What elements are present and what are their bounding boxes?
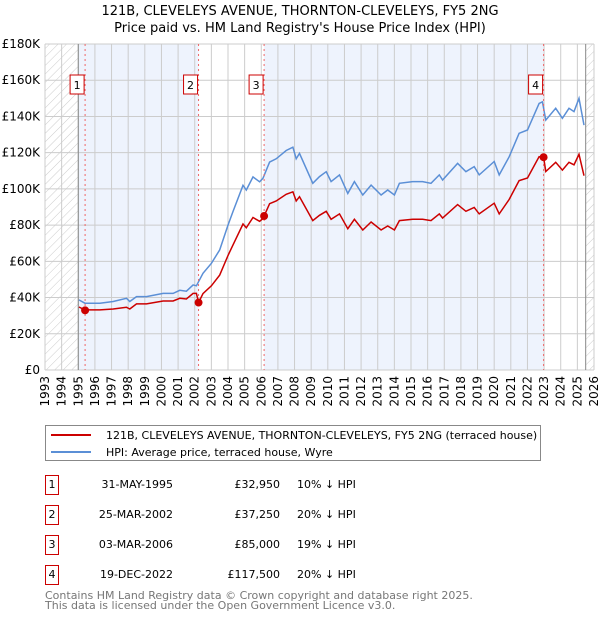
sale-price: £32,950	[234, 478, 281, 491]
sale-marker-number: 3	[253, 79, 260, 92]
x-tick-label: 2003	[204, 376, 218, 407]
x-tick-label: 2010	[321, 376, 335, 407]
x-tick-label: 1996	[88, 376, 102, 407]
no-data-hatch	[585, 44, 594, 370]
sale-hpi-diff: 19% ↓ HPI	[297, 538, 356, 551]
sale-date: 25-MAR-2002	[98, 508, 173, 521]
y-tick-label: £120K	[2, 146, 42, 160]
chart-title: 121B, CLEVELEYS AVENUE, THORNTON-CLEVELE…	[101, 4, 499, 19]
x-tick-label: 2018	[454, 376, 468, 407]
y-tick-label: £180K	[2, 37, 42, 51]
x-tick-label: 2005	[238, 376, 252, 407]
series-line-hpi	[78, 95, 585, 304]
sale-price: £85,000	[234, 538, 281, 551]
x-tick-label: 2021	[504, 376, 518, 407]
x-tick-label: 1999	[138, 376, 152, 407]
footer-line-licence: This data is licensed under the Open Gov…	[45, 599, 396, 612]
x-tick-label: 2001	[171, 376, 185, 407]
x-tick-label: 1995	[71, 376, 85, 407]
x-tick-label: 2013	[371, 376, 385, 407]
sale-date: 31-MAY-1995	[101, 478, 173, 491]
sale-marker-number: 4	[532, 79, 539, 92]
x-tick-label: 2006	[254, 376, 268, 407]
sale-price: £117,500	[227, 568, 281, 581]
sale-row: 1 31-MAY-1995 £32,950 10% ↓ HPI	[45, 475, 485, 495]
x-tick-label: 2002	[188, 376, 202, 407]
sale-row: 4 19-DEC-2022 £117,500 20% ↓ HPI	[45, 565, 485, 585]
y-tick-label: £0	[25, 363, 40, 377]
sale-number: 1	[45, 475, 59, 495]
y-tick-label: £80K	[9, 218, 41, 232]
y-tick-label: £140K	[2, 109, 42, 123]
legend-swatch-hpi	[51, 451, 91, 453]
sale-hpi-diff: 20% ↓ HPI	[297, 568, 356, 581]
sale-marker-number: 1	[74, 79, 81, 92]
sale-marker-box	[248, 74, 264, 95]
sale-marker-box	[69, 74, 85, 95]
sale-hpi-diff: 20% ↓ HPI	[297, 508, 356, 521]
x-tick-label: 2016	[421, 376, 435, 407]
chart-subtitle: Price paid vs. HM Land Registry's House …	[114, 21, 486, 36]
sale-point	[194, 298, 203, 307]
sale-row: 2 25-MAR-2002 £37,250 20% ↓ HPI	[45, 505, 485, 525]
x-tick-label: 2026	[587, 376, 600, 407]
sale-point	[539, 153, 548, 162]
y-tick-label: £160K	[2, 73, 42, 87]
x-tick-label: 2007	[271, 376, 285, 407]
x-tick-label: 2014	[387, 376, 401, 407]
x-tick-label: 1997	[105, 376, 119, 407]
sale-hpi-diff: 10% ↓ HPI	[297, 478, 356, 491]
sale-date: 03-MAR-2006	[98, 538, 173, 551]
sale-marker-box	[183, 74, 199, 95]
x-tick-label: 1993	[38, 376, 52, 407]
legend-label-price-paid: 121B, CLEVELEYS AVENUE, THORNTON-CLEVELE…	[106, 428, 538, 442]
legend: 121B, CLEVELEYS AVENUE, THORNTON-CLEVELE…	[45, 425, 541, 461]
x-tick-label: 2022	[520, 376, 534, 407]
x-tick-label: 2020	[487, 376, 501, 407]
x-tick-label: 2008	[288, 376, 302, 407]
footer-line-copyright: Contains HM Land Registry data © Crown c…	[45, 589, 473, 602]
x-tick-label: 2017	[437, 376, 451, 407]
y-tick-label: £60K	[9, 254, 41, 268]
sale-point	[81, 306, 90, 315]
footer-attribution: Contains HM Land Registry data © Crown c…	[45, 589, 473, 612]
y-tick-label: £20K	[9, 327, 41, 341]
x-tick-label: 2024	[554, 376, 568, 407]
sale-price: £37,250	[234, 508, 281, 521]
legend-label-hpi: HPI: Average price, terraced house, Wyre	[106, 445, 333, 459]
sale-marker-number: 2	[187, 79, 194, 92]
x-tick-label: 2009	[304, 376, 318, 407]
x-tick-label: 2004	[221, 376, 235, 407]
x-tick-label: 2011	[337, 376, 351, 407]
shaded-period	[78, 44, 199, 370]
sale-number: 4	[45, 565, 59, 585]
x-tick-label: 2012	[354, 376, 368, 407]
series-line-price_paid	[78, 152, 585, 311]
x-tick-label: 1994	[55, 376, 69, 407]
sale-point	[260, 212, 269, 221]
sale-number: 2	[45, 505, 59, 525]
sale-marker-box	[528, 74, 544, 95]
x-tick-label: 2025	[570, 376, 584, 407]
y-tick-label: £40K	[9, 291, 41, 305]
price-chart: 1993 1994 1995 1996 1997 1998 1999 2000 2001 2002…	[2, 37, 600, 407]
legend-swatch-price-paid	[51, 434, 91, 436]
sale-date: 19-DEC-2022	[99, 568, 173, 581]
x-tick-label: 2000	[154, 376, 168, 407]
legend-item-hpi: HPI: Average price, terraced house, Wyre	[46, 444, 333, 460]
sale-row: 3 03-MAR-2006 £85,000 19% ↓ HPI	[45, 535, 485, 555]
x-tick-label: 2023	[537, 376, 551, 407]
sale-number: 3	[45, 535, 59, 555]
y-tick-label: £100K	[2, 182, 42, 196]
x-tick-label: 2019	[471, 376, 485, 407]
x-tick-label: 1998	[121, 376, 135, 407]
x-tick-label: 2015	[404, 376, 418, 407]
legend-item-price-paid: 121B, CLEVELEYS AVENUE, THORNTON-CLEVELE…	[46, 427, 537, 443]
